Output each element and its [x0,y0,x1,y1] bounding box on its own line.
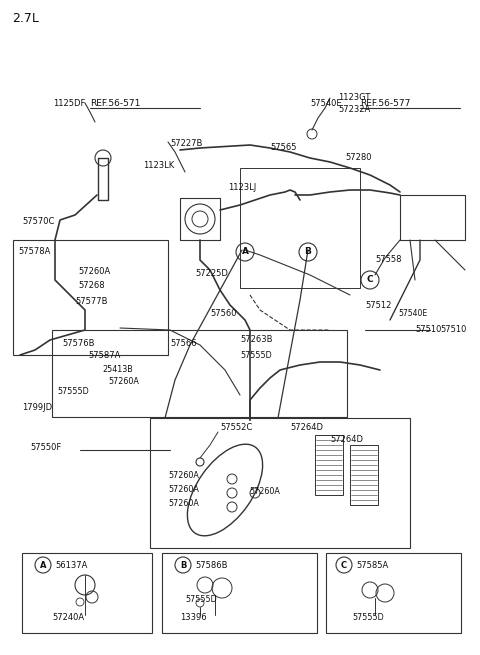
Text: 57558: 57558 [375,255,401,265]
Text: 57540E: 57540E [398,310,427,318]
Text: 57550F: 57550F [30,443,61,451]
Text: A: A [40,561,46,569]
Bar [150,418,410,548]
Text: 56137A: 56137A [55,561,87,569]
Text: 57240A: 57240A [52,614,84,622]
Text: 25413B: 25413B [102,364,133,373]
Text: 57577B: 57577B [75,297,108,307]
Bar [315,435,343,495]
Text: A: A [241,248,249,257]
Text: 57585A: 57585A [356,561,388,569]
Text: 57512: 57512 [365,301,391,310]
Text: 57260A: 57260A [78,267,110,276]
Bar [350,445,378,505]
Text: 57280: 57280 [345,153,372,162]
Text: 1125DF: 1125DF [53,98,85,107]
Bar [52,330,347,417]
Text: 57560: 57560 [210,309,237,318]
Text: 57555D: 57555D [185,595,217,605]
Text: B: B [305,248,312,257]
Text: B: B [180,561,186,569]
Text: 57227B: 57227B [170,138,203,147]
Text: REF.56-577: REF.56-577 [360,98,410,107]
Text: 57260A: 57260A [108,377,139,386]
Text: 57260A: 57260A [168,472,199,481]
Text: 57552C: 57552C [220,424,252,432]
Text: 57268: 57268 [78,280,105,290]
Text: 57260A: 57260A [249,487,280,496]
Text: 57510: 57510 [440,326,467,335]
Text: 57232A: 57232A [338,105,370,115]
Text: 57576B: 57576B [62,339,95,348]
Text: 57570C: 57570C [22,217,54,227]
Text: 57260A: 57260A [168,485,199,495]
Text: 57555D: 57555D [57,388,89,396]
Text: 1123LJ: 1123LJ [228,183,256,193]
Text: 57264D: 57264D [290,424,323,432]
Text: 13396: 13396 [180,614,206,622]
Bar [162,553,317,633]
Text: 57586B: 57586B [195,561,228,569]
Text: 57566: 57566 [170,339,197,348]
Text: 2.7L: 2.7L [12,12,39,24]
Text: 57578A: 57578A [18,248,50,257]
Text: 57225D: 57225D [195,269,228,278]
Bar [22,553,152,633]
Bar [13,240,168,355]
Text: C: C [367,276,373,284]
Text: 57540E: 57540E [310,98,342,107]
Text: 57555D: 57555D [240,350,272,360]
Text: 57510: 57510 [415,326,442,335]
Text: 1123GT: 1123GT [338,92,371,102]
Text: REF.56-571: REF.56-571 [90,98,140,107]
Text: 57565: 57565 [270,143,297,153]
Bar [326,553,461,633]
Bar [240,168,360,288]
Text: 57587A: 57587A [88,352,120,360]
Text: 1123LK: 1123LK [143,160,174,170]
Text: 57260A: 57260A [168,500,199,508]
Text: 57555D: 57555D [352,614,384,622]
Text: 57264D: 57264D [330,436,363,445]
Text: 57263B: 57263B [240,335,273,345]
Text: 1799JD: 1799JD [22,403,52,411]
Text: C: C [341,561,347,569]
